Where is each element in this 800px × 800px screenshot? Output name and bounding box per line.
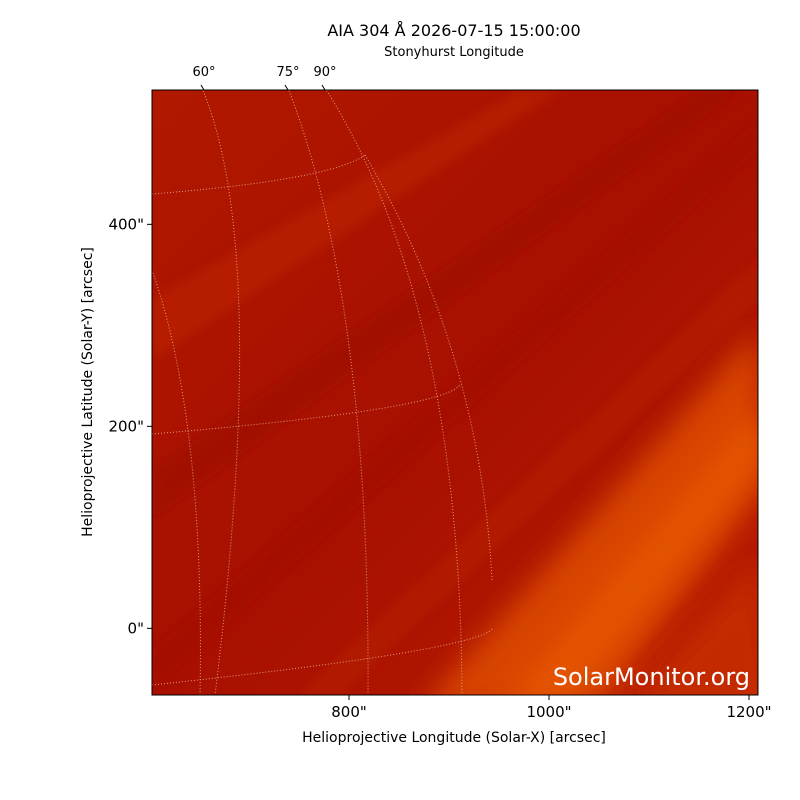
- top-tick: [200, 84, 205, 91]
- top-tick: [321, 84, 326, 91]
- top-tick: [284, 84, 289, 91]
- y-tick-label: 0": [128, 619, 144, 637]
- top-tick-label: 90°: [313, 65, 336, 80]
- y-tick-label: 400": [108, 215, 144, 233]
- x-tick-label: 1000": [526, 703, 571, 721]
- top-axis-label: Stonyhurst Longitude: [384, 45, 524, 60]
- watermark: SolarMonitor.org: [553, 663, 750, 691]
- y-tick-label: 200": [108, 417, 144, 435]
- x-tick-label: 800": [331, 703, 367, 721]
- solar-image: [152, 90, 758, 695]
- x-axis-label: Helioprojective Longitude (Solar-X) [arc…: [302, 730, 606, 746]
- chart-title: AIA 304 Å 2026-07-15 15:00:00: [327, 21, 580, 40]
- x-tick-label: 1200": [726, 703, 771, 721]
- coordinate-grid: [152, 90, 494, 695]
- top-tick-label: 75°: [276, 65, 299, 80]
- y-axis-label: Helioprojective Latitude (Solar-Y) [arcs…: [80, 247, 96, 537]
- plot-frame: [151, 89, 759, 696]
- top-tick-label: 60°: [192, 65, 215, 80]
